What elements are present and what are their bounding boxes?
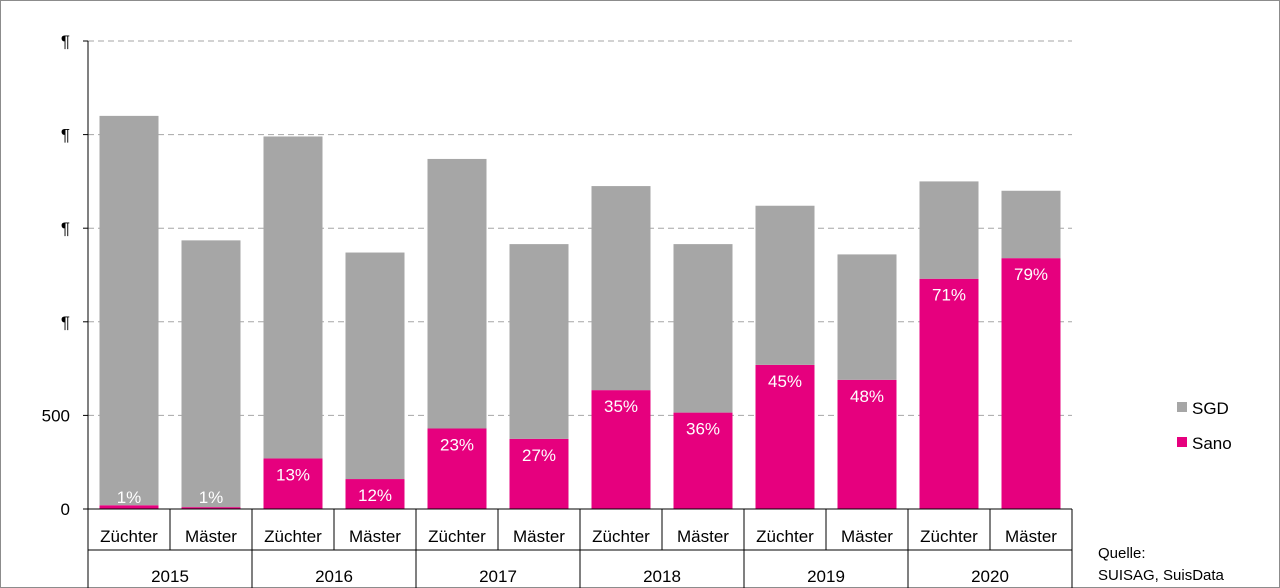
bar-sgd: [181, 240, 241, 508]
group-label: 2019: [807, 567, 845, 586]
data-label: 71%: [932, 286, 966, 305]
bar-sgd: [919, 181, 979, 279]
bar-sgd: [509, 244, 569, 439]
legend-label-sgd: SGD: [1192, 399, 1229, 418]
bar-sano: [263, 458, 323, 509]
bar-sano: [591, 390, 651, 509]
data-labels: 1% 1% 13% 12% 23% 27% 35% 36% 45% 48% 71% 79%: [117, 265, 1048, 507]
bar-sano: [345, 479, 405, 509]
y-tick-label: 0: [61, 500, 70, 519]
bar-sgd: [837, 254, 897, 380]
gridlines: [88, 40, 1072, 416]
bar-sgd: [263, 136, 323, 459]
data-label: 35%: [604, 397, 638, 416]
category-label: Züchter: [100, 527, 158, 546]
bar-sano: [1001, 258, 1061, 509]
bar-sgd: [345, 252, 405, 480]
bar-sano: [427, 428, 487, 509]
data-label: 1%: [199, 488, 224, 507]
y-tick-label: ¶: [61, 219, 70, 238]
bar-sano: [509, 438, 569, 509]
bar-sgd: [755, 205, 815, 365]
data-label: 48%: [850, 387, 884, 406]
category-label: Mäster: [1005, 527, 1057, 546]
category-label: Mäster: [677, 527, 729, 546]
legend: SGD Sano: [1177, 399, 1232, 453]
source-line-2: SUISAG, SuisData: [1098, 567, 1225, 584]
source-note: Quelle: SUISAG, SuisData: [1098, 545, 1225, 584]
group-label: 2020: [971, 567, 1009, 586]
data-label: 1%: [117, 488, 142, 507]
data-label: 45%: [768, 372, 802, 391]
bar-sano: [673, 412, 733, 509]
category-label: Mäster: [841, 527, 893, 546]
data-label: 13%: [276, 465, 310, 484]
group-label: 2018: [643, 567, 681, 586]
data-label: 12%: [358, 486, 392, 505]
group-label: 2017: [479, 567, 517, 586]
y-tick-label: ¶: [61, 126, 70, 145]
category-label: Züchter: [592, 527, 650, 546]
bar-sgd: [427, 158, 487, 429]
bar-sgd: [1001, 190, 1061, 259]
y-tick-label: ¶: [61, 32, 70, 51]
data-label: 36%: [686, 420, 720, 439]
bar-sano: [181, 507, 241, 509]
legend-swatch-sano: [1177, 437, 1187, 447]
category-label: Züchter: [428, 527, 486, 546]
bars: [99, 115, 1061, 509]
category-label: Mäster: [185, 527, 237, 546]
category-label: Züchter: [264, 527, 322, 546]
data-label: 23%: [440, 436, 474, 455]
legend-label-sano: Sano: [1192, 434, 1232, 453]
bar-sano: [837, 379, 897, 509]
group-label: 2016: [315, 567, 353, 586]
axes: 0 500 ¶ ¶ ¶ ¶ Züchter Mäster Züchter Mäster Züchte…: [42, 32, 1073, 588]
group-label: 2015: [151, 567, 189, 586]
bar-sgd: [673, 244, 733, 413]
data-label: 27%: [522, 446, 556, 465]
category-label: Mäster: [513, 527, 565, 546]
bar-sano: [919, 278, 979, 509]
category-label: Züchter: [920, 527, 978, 546]
legend-swatch-sgd: [1177, 402, 1187, 412]
data-label: 79%: [1014, 265, 1048, 284]
category-label: Züchter: [756, 527, 814, 546]
bar-sano: [99, 505, 159, 509]
category-label: Mäster: [349, 527, 401, 546]
source-line-1: Quelle:: [1098, 545, 1146, 562]
bar-sano: [755, 364, 815, 509]
bar-sgd: [591, 186, 651, 391]
y-tick-label: ¶: [61, 313, 70, 332]
y-tick-label: 500: [42, 406, 70, 425]
bar-sgd: [99, 115, 159, 506]
